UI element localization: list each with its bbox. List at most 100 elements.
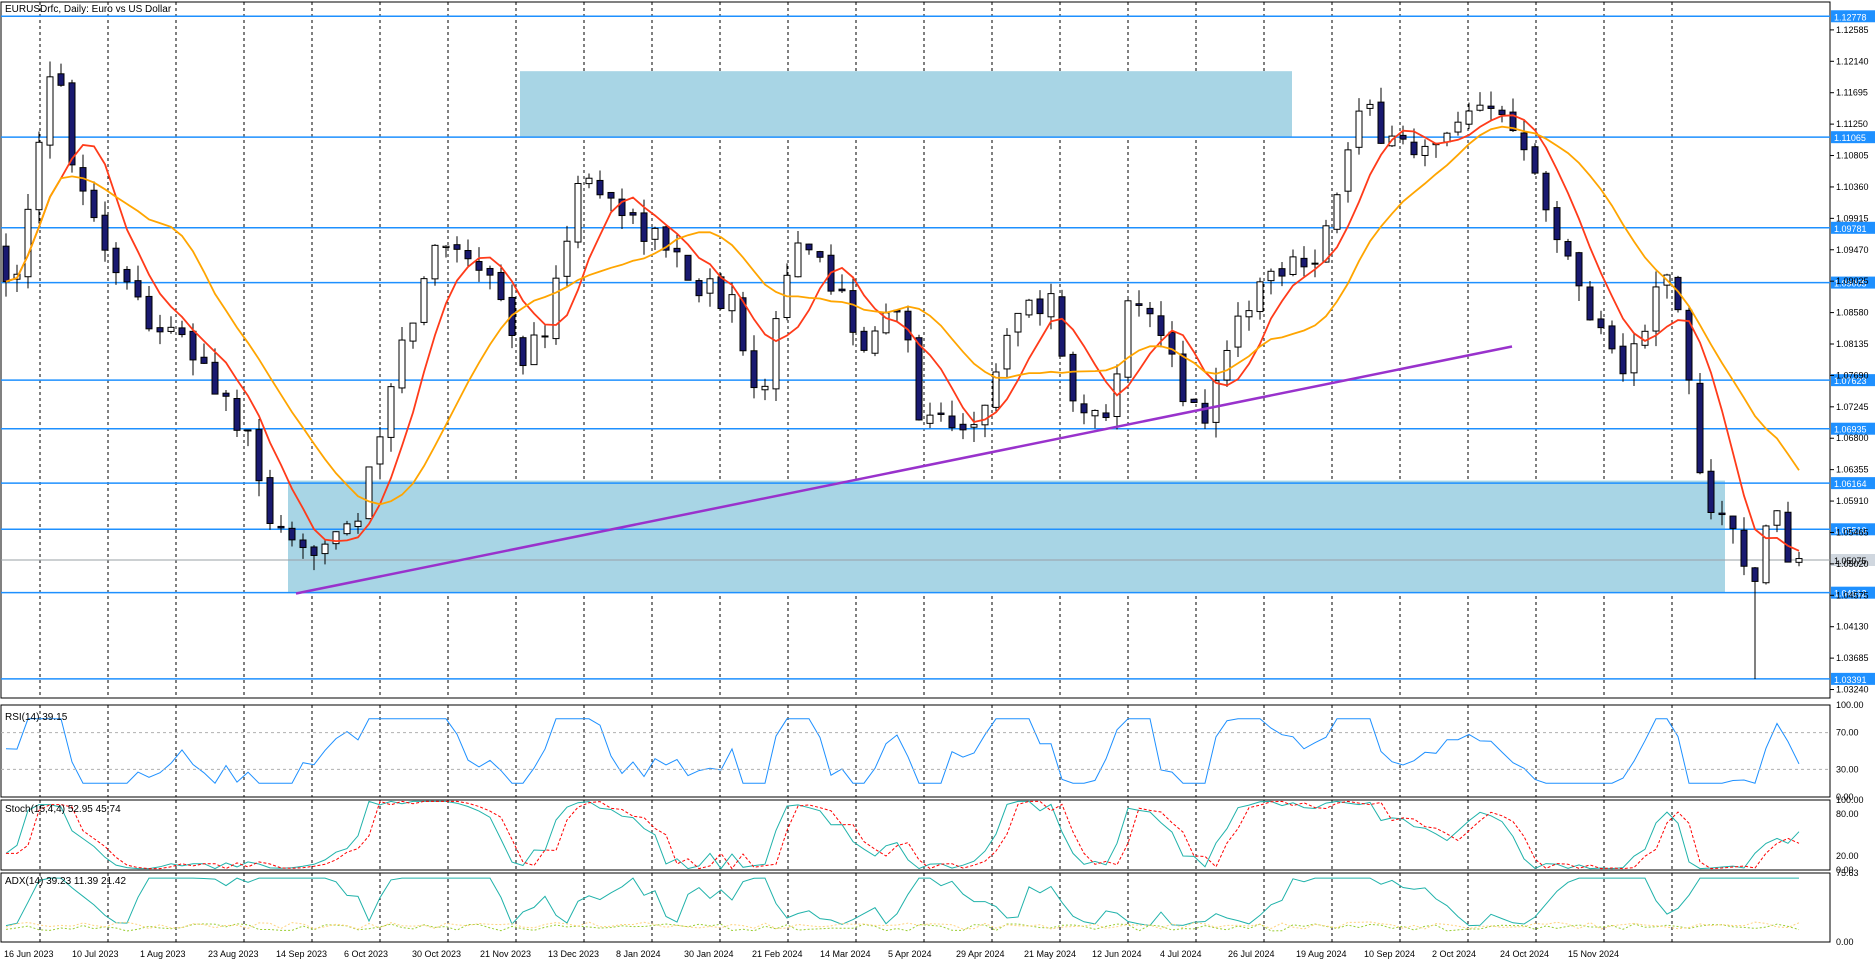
time-axis-label: 24 Oct 2024 [1500,949,1549,959]
candle-body [178,327,186,336]
price-level-tag-text: 1.07623 [1834,376,1867,386]
adx-minus-line [5,921,1800,930]
candle-body [1223,349,1231,381]
time-axis-label: 21 Feb 2024 [752,949,803,959]
candle-body [1476,104,1484,111]
candle-body [266,477,274,524]
stoch-label: Stoch(15,4,4) 52.95 45.74 [5,804,121,815]
candle-body [1377,101,1385,144]
candle-body [1102,412,1110,419]
candle-body [134,280,142,298]
candle-body [948,415,956,429]
rsi-axis-label: 100.00 [1836,700,1864,710]
candle-body [1135,303,1143,306]
candle-body [1311,262,1319,265]
candle-body [486,267,494,276]
price-level-tag [1831,672,1875,685]
axis-tick-label: 1.09470 [1836,245,1869,255]
axis-tick-label: 1.10360 [1836,182,1869,192]
candle-body [541,335,549,338]
price-level-tag [1831,10,1875,23]
candle-body [1080,403,1088,414]
candle-body [68,82,76,166]
candle-body [1740,529,1748,567]
candle-body [607,191,615,199]
candle-body [497,271,505,301]
candle-body [574,183,582,243]
time-axis-label: 14 Sep 2023 [276,949,327,959]
price-level-tag-text: 1.09005 [1834,279,1867,289]
time-axis-label: 14 Mar 2024 [820,949,871,959]
candle-body [1685,309,1693,381]
candle-body [277,525,285,529]
time-axis-label: 5 Apr 2024 [888,949,932,959]
price-level-tag-text: 1.09781 [1834,224,1867,234]
candle-body [343,523,351,535]
candle-body [1421,145,1429,156]
candle-body [244,429,252,432]
candle-body [1091,409,1099,417]
candle-body [1630,343,1638,374]
candle-body [35,141,43,211]
price-level-tag-text: 1.06164 [1834,479,1867,489]
candle-body [585,177,593,185]
candle-body [1366,103,1374,109]
rsi-axis-label: 70.00 [1836,728,1859,738]
candle-body [563,240,571,277]
candle-body [431,244,439,280]
candle-body [739,297,747,352]
panel-frame [0,872,1831,943]
upper-supply-zone [520,71,1292,138]
candle-body [1652,286,1660,332]
candle-body [1212,380,1220,423]
adx-label: ADX(14) 39.23 11.39 21.42 [5,876,126,887]
axis-tick-label: 1.06800 [1836,433,1869,443]
candle-body [871,330,879,354]
axis-tick-label: 1.08580 [1836,308,1869,318]
price-level-tag [1831,221,1875,234]
axis-tick-label: 1.06355 [1836,465,1869,475]
candle-body [1729,515,1737,529]
candle-body [1179,353,1187,403]
candle-body [596,179,604,196]
panel-frame [0,1,1831,699]
price-level-tag-text: 1.06935 [1834,425,1867,435]
time-axis-label: 12 Jun 2024 [1092,949,1142,959]
candle-body [1762,525,1770,584]
candle-body [398,339,406,389]
candle-body [1454,121,1462,133]
candle-body [1619,345,1627,375]
axis-tick-label: 1.11695 [1836,88,1868,98]
candle-body [651,227,659,240]
candle-body [57,73,65,86]
candle-body [46,76,54,146]
candle-body [420,278,428,323]
axis-tick-label: 1.05465 [1836,527,1869,537]
candle-body [970,424,978,428]
axis-tick-label: 1.12140 [1836,56,1869,66]
candle-body [1124,300,1132,378]
time-axis-label: 21 Nov 2023 [480,949,531,959]
price-level-tag-text: 1.03391 [1834,675,1867,685]
candle-body [1025,299,1033,316]
candle-body [255,429,263,482]
candle-body [464,250,472,260]
candle-body [904,310,912,341]
candle-body [332,531,340,545]
time-axis-label: 15 Nov 2024 [1568,949,1619,959]
candle-body [706,278,714,294]
candle-body [453,244,461,250]
price-level-tag [1831,131,1875,144]
candle-body [354,520,362,527]
adx-axis-label: 0.00 [1836,937,1854,947]
candle-body [1245,310,1253,318]
candle-body [1190,398,1198,404]
candle-body [1333,194,1341,230]
candle-body [1608,325,1616,350]
candle-body [849,290,857,333]
candle-body [1256,281,1264,313]
time-axis-label: 10 Sep 2024 [1364,949,1415,959]
time-axis-label: 10 Jul 2023 [72,949,119,959]
